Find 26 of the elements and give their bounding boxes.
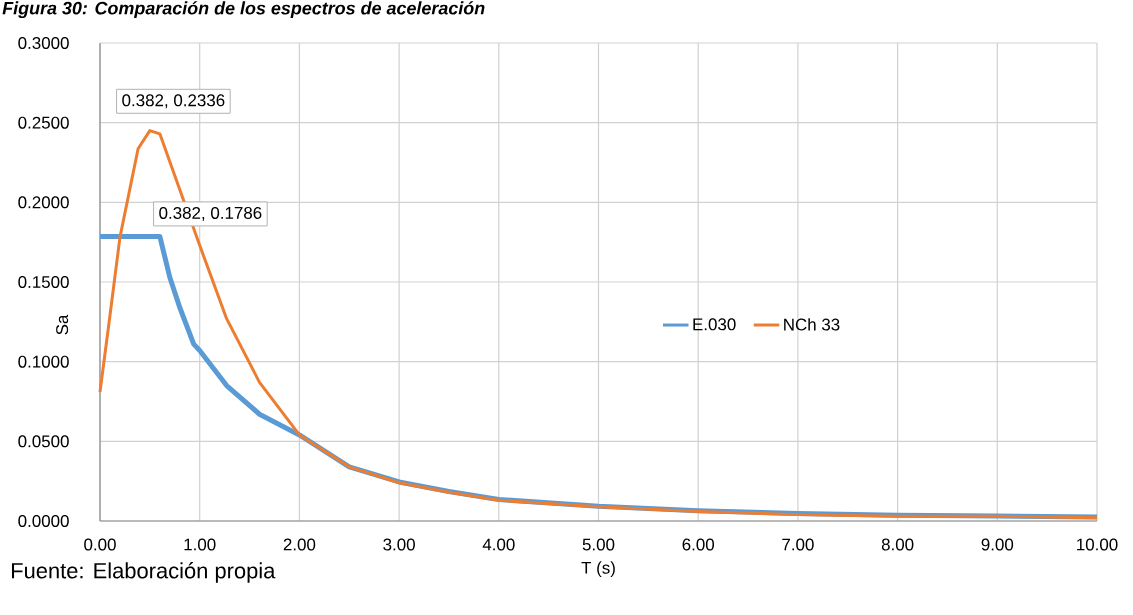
x-tick-label: 8.00 [881,538,914,551]
y-tick-label: 0.1000 [18,355,69,368]
y-tick-label: 0.0500 [18,435,69,448]
annotation: 0.382, 0.1786 [159,206,262,221]
legend-label: NCh 33 [784,318,840,331]
y-tick-label: 0.2000 [18,196,69,209]
x-tick-label: 0.00 [84,538,116,551]
annotation: 0.382, 0.2336 [122,94,225,109]
x-tick-label: 2.00 [283,538,316,551]
x-tick-label: 1.00 [184,538,216,551]
legend-label: E.030 [693,318,736,331]
x-tick-label: 9.00 [981,538,1014,551]
x-tick-label: 7.00 [782,538,814,551]
x-tick-label: 5.00 [582,538,615,551]
y-tick-label: 0.0000 [18,515,69,527]
y-tick-label: 0.2500 [18,116,69,129]
y-tick-label: 0.1500 [18,276,69,288]
x-axis-title: T (s) [581,561,615,578]
y-axis-title: Sa [56,314,69,335]
source-note: Fuente: Elaboración propia [12,562,276,583]
x-tick-label: 10.00 [1077,538,1118,551]
x-tick-label: 3.00 [383,538,415,551]
x-tick-label: 6.00 [682,538,715,551]
chart-title: Figura 30: Comparación de los espectros de aceleración [2,1,485,19]
x-tick-label: 4.00 [482,538,515,551]
y-tick-label: 0.3000 [18,37,69,49]
